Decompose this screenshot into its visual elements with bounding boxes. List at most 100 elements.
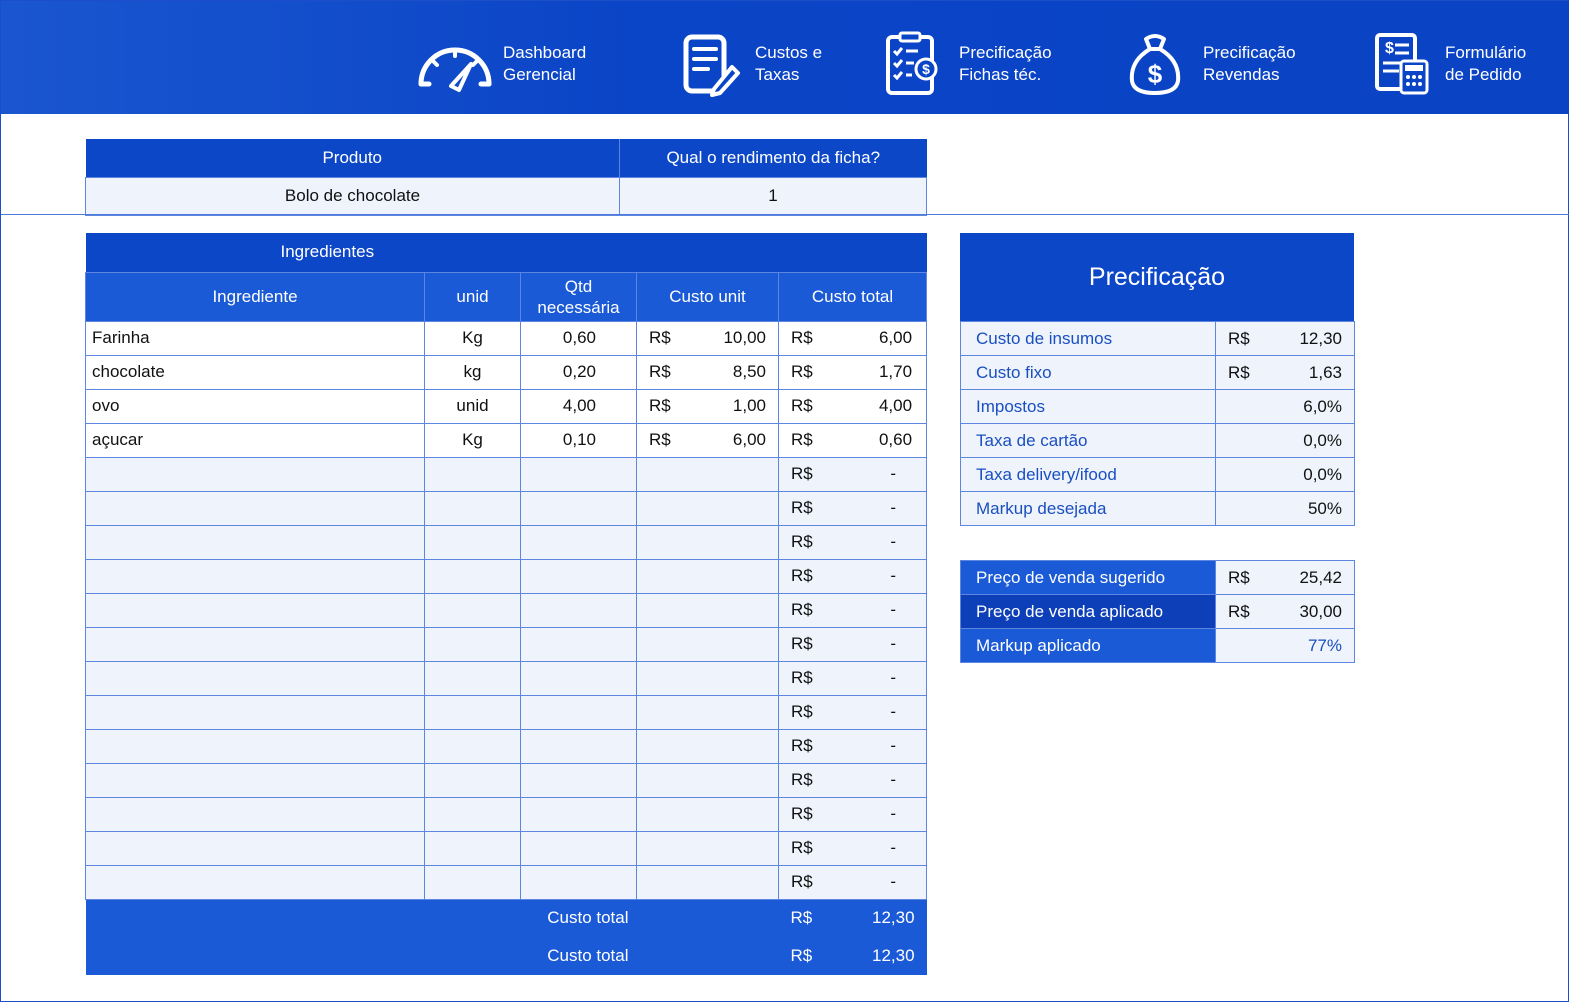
unit-cost-cell[interactable] [636,796,779,832]
unit-cell[interactable] [424,864,521,900]
unit-cell[interactable] [424,456,521,492]
precificacao-value-cell[interactable]: R$ 12,30 [1215,321,1355,356]
col-unid: unid [424,271,521,322]
precificacao-table: Custo de insumos R$ 12,30 Custo fixo R$ 1,63 I… [960,321,1355,526]
total-cost-value: 0,60 [878,430,913,449]
unit-cost-cell[interactable]: R$ 1,00 [636,388,779,424]
ingredient-name-cell[interactable]: chocolate [85,354,425,390]
unit-cell[interactable] [424,626,521,662]
top-navigation-bar: Dashboard Gerencial Custos e Taxas [1,1,1569,114]
ingredient-name-cell[interactable] [85,796,425,832]
unit-cell[interactable] [424,490,521,526]
unit-cost-cell[interactable]: R$ 8,50 [636,354,779,390]
qty-cell[interactable] [520,796,637,832]
ingredient-name-cell[interactable] [85,626,425,662]
precificacao-value-cell[interactable]: 50% [1215,491,1355,526]
qty-cell[interactable] [520,728,637,764]
svg-text:$: $ [922,61,930,77]
unit-cost-cell[interactable] [636,830,779,866]
unit-cost-cell[interactable] [636,694,779,730]
precificacao-value-cell[interactable]: 0,0% [1215,423,1355,458]
unit-cost-cell[interactable] [636,524,779,560]
qty-cell[interactable] [520,524,637,560]
qty-cell[interactable]: 0,60 [520,320,637,356]
unit-cost-cell[interactable] [636,728,779,764]
unit-cost-cell[interactable] [636,456,779,492]
ingredient-row: R$ - [85,864,928,900]
ingredient-name-cell[interactable]: Farinha [85,320,425,356]
ingredient-name-cell[interactable]: ovo [85,388,425,424]
qty-cell[interactable] [520,558,637,594]
unit-cell[interactable] [424,830,521,866]
ingredient-name-cell[interactable] [85,830,425,866]
qty-cell[interactable] [520,626,637,662]
unit-cell[interactable] [424,660,521,696]
ingredient-name-cell[interactable] [85,592,425,628]
nav-custos-e-taxas[interactable]: Custos e Taxas [665,29,822,99]
preco-aplicado-input[interactable]: 30,00 [1299,601,1342,621]
footer-total-value: 12,30 [872,908,915,928]
ingredient-name: chocolate [92,362,165,381]
produto-input[interactable]: Bolo de chocolate [85,176,620,216]
unit-cost-cell[interactable] [636,762,779,798]
ingredient-name-cell[interactable] [85,524,425,560]
nav-precificacao-revendas[interactable]: $ Precificação Revendas [1113,29,1296,99]
unit-cell[interactable] [424,694,521,730]
unit-cell[interactable] [424,728,521,764]
precificacao-panel: Precificação Custo de insumos R$ 12,30 Cust… [960,233,1355,526]
qty-cell[interactable] [520,830,637,866]
rendimento-input[interactable]: 1 [619,176,927,216]
qty-cell[interactable] [520,456,637,492]
precificacao-label: Taxa de cartão [960,423,1216,458]
qty-cell[interactable] [520,592,637,628]
unit-cost-value: 8,50 [732,362,766,381]
unit-cost-cell[interactable] [636,660,779,696]
qty-cell[interactable] [520,762,637,798]
qty-cell[interactable] [520,864,637,900]
unit-cost-cell[interactable] [636,558,779,594]
unit-cost-cell[interactable] [636,592,779,628]
ingredient-name-cell[interactable]: açucar [85,422,425,458]
unit-cell[interactable] [424,762,521,798]
nav-formulario-pedido[interactable]: $ Formulário de Pedido [1365,29,1526,99]
nav-precificacao-fichas[interactable]: $ Precificação Fichas téc. [869,29,1052,99]
ingredient-name-cell[interactable] [85,456,425,492]
total-cost-value: - [890,702,897,721]
document-edit-icon [665,31,749,97]
unit-cost-cell[interactable] [636,864,779,900]
nav-dashboard-gerencial[interactable]: Dashboard Gerencial [413,29,586,99]
unit-cell[interactable] [424,592,521,628]
total-cost-cell: R$ - [777,830,928,866]
ingredient-name-cell[interactable] [85,558,425,594]
unit-cell[interactable] [424,796,521,832]
precificacao-value-cell[interactable]: 0,0% [1215,457,1355,492]
qty-cell[interactable]: 0,10 [520,422,637,458]
unit-cell[interactable] [424,524,521,560]
ingredient-name-cell[interactable] [85,660,425,696]
unit-cost-cell[interactable]: R$ 6,00 [636,422,779,458]
unit-value: Kg [462,328,483,347]
precificacao-value-cell[interactable]: 6,0% [1215,389,1355,424]
unit-cost-cell[interactable]: R$ 10,00 [636,320,779,356]
unit-cell[interactable]: Kg [424,422,521,458]
total-cost-cell: R$ - [777,762,928,798]
ingredient-name-cell[interactable] [85,864,425,900]
qty-cell[interactable] [520,660,637,696]
qty-cell[interactable]: 4,00 [520,388,637,424]
qty-cell[interactable]: 0,20 [520,354,637,390]
ingredient-name-cell[interactable] [85,728,425,764]
ingredient-row: R$ - [85,592,928,628]
unit-cell[interactable]: kg [424,354,521,390]
currency-label: R$ [791,566,813,585]
precificacao-value-cell[interactable]: R$ 1,63 [1215,355,1355,390]
qty-cell[interactable] [520,694,637,730]
ingredient-name-cell[interactable] [85,490,425,526]
unit-cell[interactable]: Kg [424,320,521,356]
ingredient-name-cell[interactable] [85,762,425,798]
unit-cost-cell[interactable] [636,626,779,662]
ingredient-name-cell[interactable] [85,694,425,730]
unit-cell[interactable] [424,558,521,594]
unit-cost-cell[interactable] [636,490,779,526]
qty-cell[interactable] [520,490,637,526]
unit-cell[interactable]: unid [424,388,521,424]
